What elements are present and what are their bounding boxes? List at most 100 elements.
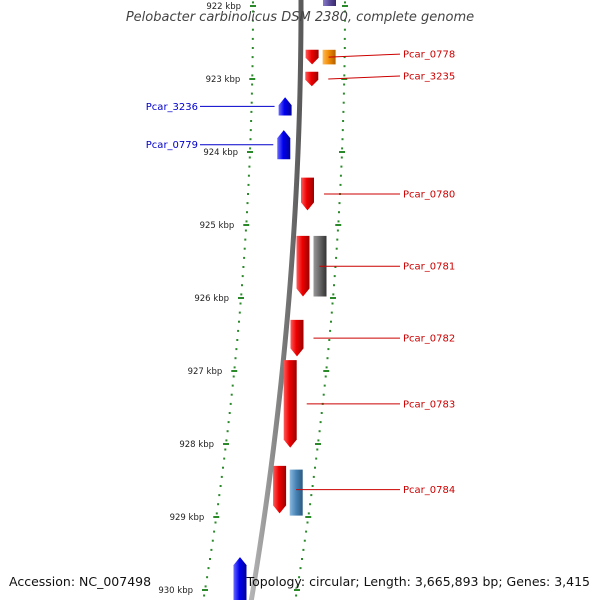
ruler-dot-right bbox=[331, 302, 334, 305]
ruler-dot-left bbox=[246, 202, 249, 205]
gene-pcar_0778-arrow[interactable] bbox=[305, 49, 319, 65]
ruler-dot-right bbox=[335, 247, 338, 250]
ruler-dot-right bbox=[319, 421, 322, 424]
ruler-dot-right bbox=[343, 37, 346, 40]
ruler-dot-right bbox=[344, 10, 346, 13]
gene-pcar_0780-arrow[interactable] bbox=[301, 177, 314, 211]
ruler-dot-right bbox=[315, 457, 318, 460]
gene-pcar_0783-arrow[interactable] bbox=[283, 360, 297, 448]
ruler-dot-left bbox=[251, 47, 254, 49]
ruler-dot-right bbox=[341, 129, 344, 132]
ruler-dot-right bbox=[343, 65, 346, 68]
ruler-tick-label: 925 kbp bbox=[200, 221, 235, 231]
gene-pcar_3235-arrow[interactable] bbox=[305, 71, 319, 87]
ruler-dot-right bbox=[312, 475, 315, 478]
ruler-dot-right bbox=[340, 165, 343, 168]
ruler-dot-left bbox=[237, 329, 240, 332]
ruler-dot-left bbox=[247, 183, 250, 186]
gene-pcar_0784-arrow[interactable] bbox=[273, 465, 287, 514]
gene-label[interactable]: Pcar_3236 bbox=[146, 102, 198, 113]
gene-pcar_0779-arrow[interactable] bbox=[277, 130, 291, 160]
ruler-dot-left bbox=[230, 393, 233, 396]
gene-label[interactable]: Pcar_0784 bbox=[403, 485, 455, 496]
ruler-dot-right bbox=[336, 238, 339, 241]
ruler-dot-right bbox=[335, 256, 338, 259]
gene-label-leader bbox=[328, 75, 401, 80]
ruler-dot-right bbox=[322, 393, 325, 396]
ruler-dot-left bbox=[204, 585, 207, 588]
ruler-dot-right bbox=[342, 101, 345, 104]
ruler-dot-right bbox=[326, 357, 329, 360]
ruler-dot-right bbox=[329, 329, 332, 332]
ruler-dot-left bbox=[250, 92, 253, 95]
genome-backbone bbox=[248, 0, 304, 600]
ruler-dot-right bbox=[343, 83, 346, 86]
ruler-tick-label: 928 kbp bbox=[179, 440, 214, 450]
gene-pcar_3236-arrow[interactable] bbox=[278, 97, 292, 116]
ruler-dot-right bbox=[320, 412, 323, 414]
ruler-dot-left bbox=[250, 101, 253, 104]
ruler-dot-left bbox=[222, 466, 224, 469]
ruler-dot-left bbox=[203, 594, 206, 597]
ruler-dot-left bbox=[229, 402, 232, 405]
ruler-dot-right bbox=[333, 284, 335, 287]
ruler-tick-label: 930 kbp bbox=[158, 586, 193, 596]
ruler-tick-label: 922 kbp bbox=[206, 2, 241, 12]
ruler-dot-left bbox=[238, 320, 240, 323]
gene-pcar_0782-arrow[interactable] bbox=[290, 319, 304, 357]
ruler-tick-label: 927 kbp bbox=[188, 367, 223, 377]
ruler-dot-left bbox=[217, 503, 220, 506]
ruler-dot-right bbox=[305, 530, 308, 533]
accession-text: Accession: NC_007498 bbox=[9, 574, 152, 589]
ruler-dot-left bbox=[252, 19, 254, 22]
ruler-dot-right bbox=[342, 92, 345, 95]
ruler-dot-left bbox=[246, 211, 248, 214]
ruler-dot-right bbox=[339, 183, 342, 186]
ruler-dot-left bbox=[219, 485, 222, 487]
ruler-dot-left bbox=[210, 548, 213, 551]
ruler-dot-right bbox=[311, 485, 314, 487]
ruler-dot-left bbox=[231, 384, 234, 387]
ruler-dot-left bbox=[242, 266, 245, 268]
ruler-dot-left bbox=[244, 229, 247, 232]
ruler-dot-right bbox=[318, 430, 321, 433]
gene-label[interactable]: Pcar_0781 bbox=[403, 262, 455, 273]
ruler-dot-left bbox=[243, 256, 246, 259]
ruler-dot-left bbox=[241, 284, 243, 287]
ruler-dot-right bbox=[344, 19, 346, 22]
ruler-dot-left bbox=[223, 457, 226, 460]
ruler-dot-left bbox=[220, 475, 223, 478]
ruler-dot-right bbox=[302, 548, 305, 551]
ruler-dot-right bbox=[316, 448, 319, 451]
ruler-dot-left bbox=[252, 10, 254, 13]
ruler-dot-left bbox=[226, 430, 229, 433]
gene-label[interactable]: Pcar_0783 bbox=[403, 399, 455, 410]
ruler-dot-left bbox=[249, 129, 252, 132]
ruler-dot-left bbox=[252, 1, 254, 4]
ruler-tick-label: 926 kbp bbox=[194, 294, 229, 304]
ruler-tick-label: 923 kbp bbox=[206, 75, 241, 85]
ruler-dot-right bbox=[340, 156, 343, 159]
ruler-dot-right bbox=[342, 120, 345, 122]
ruler-dot-left bbox=[214, 521, 217, 524]
gene-label[interactable]: Pcar_0779 bbox=[146, 140, 198, 151]
ruler-dot-right bbox=[343, 74, 346, 77]
ruler-dot-right bbox=[303, 539, 306, 542]
gene-unlabeled-arrow[interactable] bbox=[233, 557, 247, 600]
gene-label[interactable]: Pcar_0782 bbox=[403, 334, 455, 345]
ruler-dot-left bbox=[250, 110, 253, 113]
ruler-dot-right bbox=[296, 585, 299, 588]
gene-label[interactable]: Pcar_3235 bbox=[403, 72, 455, 83]
ruler-dot-left bbox=[251, 56, 254, 59]
gene-label[interactable]: Pcar_0778 bbox=[403, 50, 455, 61]
gene-label[interactable]: Pcar_0780 bbox=[403, 189, 455, 200]
ruler-dot-right bbox=[309, 503, 312, 506]
ruler-dot-right bbox=[324, 375, 327, 378]
ruler-dot-right bbox=[341, 147, 344, 150]
ruler-dot-right bbox=[334, 266, 337, 268]
ruler-dot-left bbox=[228, 412, 231, 414]
ruler-dot-left bbox=[251, 65, 254, 68]
gene-pcar_0781-arrow[interactable] bbox=[296, 235, 310, 297]
ruler-dot-right bbox=[317, 439, 320, 442]
ruler-dot-right bbox=[301, 558, 303, 560]
